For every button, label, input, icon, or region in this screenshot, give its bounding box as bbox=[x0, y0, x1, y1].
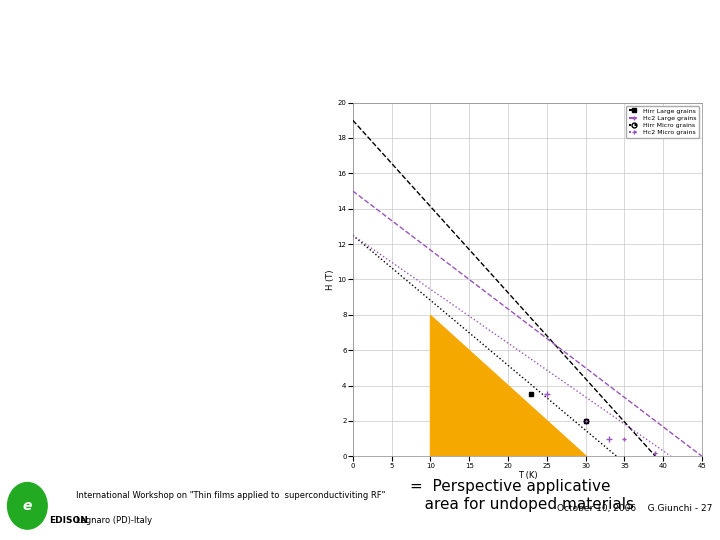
Polygon shape bbox=[431, 315, 585, 456]
Legend: Hirr Large grains, Hc2 Large grains, Hirr Micro grains, Hc2 Micro grains: Hirr Large grains, Hc2 Large grains, Hir… bbox=[626, 106, 699, 138]
Ellipse shape bbox=[7, 483, 48, 529]
Text: =  Perspective applicative
   area for undoped materials: = Perspective applicative area for undop… bbox=[410, 480, 634, 512]
Text: October 10, 2006    G.Giunchi - 27: October 10, 2006 G.Giunchi - 27 bbox=[557, 504, 713, 514]
Text: International Workshop on "Thin films applied to  superconductiviting RF": International Workshop on "Thin films ap… bbox=[76, 491, 385, 500]
Text: $\mathbf{H_{irr}}$,$\mathbf{H_{c2}}$ evaluation from resistivity measurements: $\mathbf{H_{irr}}$,$\mathbf{H_{c2}}$ eva… bbox=[11, 23, 673, 51]
X-axis label: T (K): T (K) bbox=[518, 471, 537, 480]
Y-axis label: H (T): H (T) bbox=[325, 269, 335, 289]
Text: e: e bbox=[22, 499, 32, 513]
Text: EDISON: EDISON bbox=[49, 516, 88, 525]
Text: Legnaro (PD)-Italy: Legnaro (PD)-Italy bbox=[76, 516, 152, 525]
